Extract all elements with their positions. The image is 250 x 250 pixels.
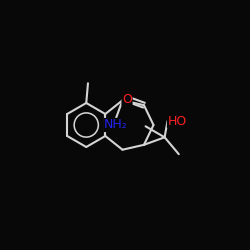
- Text: O: O: [122, 92, 132, 106]
- Text: HO: HO: [168, 114, 187, 128]
- Text: NH₂: NH₂: [104, 118, 128, 132]
